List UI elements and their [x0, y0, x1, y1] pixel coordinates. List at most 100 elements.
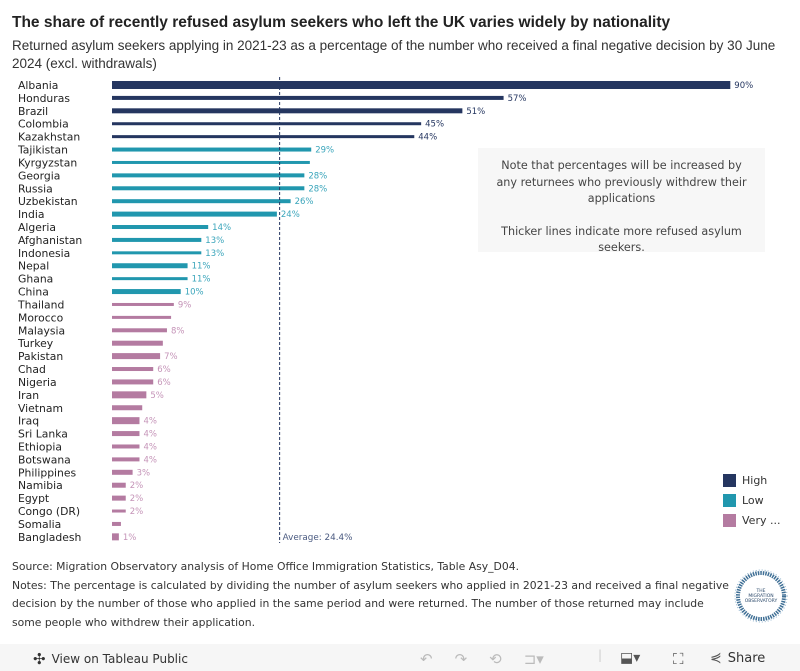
category-label: Philippines: [18, 466, 77, 479]
bar[interactable]: [112, 81, 731, 89]
data-label: 2%: [130, 507, 144, 517]
data-label: 6%: [157, 378, 171, 388]
data-label: 8%: [171, 326, 185, 336]
category-label: Uzbekistan: [18, 195, 78, 208]
category-label: Ghana: [18, 273, 53, 286]
bar[interactable]: [112, 251, 202, 255]
bar[interactable]: [112, 263, 188, 269]
bar[interactable]: [112, 405, 143, 411]
bar[interactable]: [112, 353, 161, 360]
data-label: 6%: [157, 365, 171, 375]
footer: Source: Migration Observatory analysis o…: [12, 558, 732, 632]
refresh-icon[interactable]: ⊐▾: [523, 650, 544, 668]
legend-item-high[interactable]: High: [723, 470, 780, 490]
category-label: Thailand: [17, 298, 64, 311]
bar[interactable]: [112, 521, 121, 526]
bar[interactable]: [112, 469, 133, 475]
category-label: Vietnam: [18, 402, 63, 415]
bar[interactable]: [112, 135, 415, 139]
download-button[interactable]: ⬓▾: [620, 650, 640, 666]
legend-label: High: [742, 473, 768, 487]
redo-icon[interactable]: ↷: [454, 650, 468, 668]
data-label: 13%: [205, 236, 224, 246]
category-label: Indonesia: [18, 247, 70, 260]
legend-item-low[interactable]: Low: [723, 490, 780, 510]
bar[interactable]: [112, 340, 163, 346]
data-label: 45%: [425, 120, 444, 130]
migration-observatory-logo: THE MIGRATION OBSERVATORY: [734, 569, 788, 623]
bar-chart: Albania 90% Honduras 57% Brazil 51% Colombia 45…: [17, 77, 753, 544]
category-label: Malaysia: [18, 324, 65, 337]
share-icon: ⋞: [710, 650, 722, 666]
fullscreen-button[interactable]: ⛶: [673, 650, 684, 668]
category-label: Chad: [18, 363, 46, 376]
category-label: Namibia: [18, 479, 63, 492]
bar[interactable]: [112, 95, 504, 100]
bar[interactable]: [112, 315, 172, 319]
data-label: 2%: [130, 494, 144, 504]
category-label: India: [18, 208, 45, 221]
data-label: 9%: [178, 300, 192, 310]
category-label: Kyrgyzstan: [18, 156, 77, 169]
bar[interactable]: [112, 277, 188, 281]
bar[interactable]: [112, 302, 174, 306]
category-label: Congo (DR): [18, 505, 80, 518]
category-label: Algeria: [18, 221, 56, 234]
category-label: Kazakhstan: [18, 131, 80, 144]
view-on-tableau-button[interactable]: ✣ View on Tableau Public: [33, 650, 188, 668]
data-label: 44%: [418, 133, 437, 143]
legend-swatch: [723, 493, 736, 507]
data-label: 24%: [281, 210, 300, 220]
data-label: 2%: [130, 481, 144, 491]
category-label: Bangladesh: [18, 531, 81, 544]
bar[interactable]: [112, 431, 140, 437]
bar[interactable]: [112, 482, 126, 488]
category-label: Georgia: [18, 169, 60, 182]
bar[interactable]: [112, 237, 202, 242]
bar[interactable]: [112, 108, 463, 114]
view-on-tableau-label: View on Tableau Public: [51, 652, 188, 666]
category-label: China: [18, 286, 49, 299]
share-button[interactable]: ⋞ Share: [710, 650, 765, 666]
revert-icon[interactable]: ⟲: [489, 650, 502, 668]
category-label: Egypt: [18, 492, 49, 505]
fullscreen-icon: ⛶: [673, 650, 684, 668]
bar[interactable]: [112, 509, 126, 513]
data-label: 11%: [192, 275, 211, 285]
bar[interactable]: [112, 391, 147, 399]
bar[interactable]: [112, 417, 140, 425]
data-label: 11%: [192, 262, 211, 272]
bar[interactable]: [112, 186, 305, 191]
data-label: 5%: [150, 391, 164, 401]
bar[interactable]: [112, 122, 422, 126]
category-label: Brazil: [18, 105, 48, 118]
bar[interactable]: [112, 147, 312, 152]
bar[interactable]: [112, 199, 291, 204]
bar[interactable]: [112, 444, 140, 449]
data-label: 10%: [185, 288, 204, 298]
category-label: Morocco: [18, 311, 64, 324]
download-icon: ⬓▾: [620, 650, 641, 666]
data-label: 1%: [123, 533, 136, 543]
bar[interactable]: [112, 328, 167, 333]
tableau-toolbar: ✣ View on Tableau Public ↶ ↷ ⟲ ⊐▾ | ⬓▾ ⛶…: [0, 644, 800, 671]
bar[interactable]: [112, 211, 277, 217]
data-label: 51%: [466, 107, 485, 117]
data-label: 26%: [295, 197, 314, 207]
bar[interactable]: [112, 533, 119, 541]
category-label: Turkey: [17, 337, 54, 350]
bar[interactable]: [112, 457, 140, 462]
bar[interactable]: [112, 173, 305, 178]
bar[interactable]: [112, 225, 209, 230]
data-label: 29%: [315, 146, 334, 156]
legend-label: Low: [742, 493, 764, 507]
note-text-2: Thicker lines indicate more refused asyl…: [501, 224, 742, 255]
undo-icon[interactable]: ↶: [420, 650, 433, 668]
bar[interactable]: [112, 495, 126, 501]
bar[interactable]: [112, 289, 181, 295]
category-label: Iraq: [18, 415, 39, 428]
bar[interactable]: [112, 367, 154, 372]
bar[interactable]: [112, 379, 154, 385]
legend-item-very-low[interactable]: Very ...: [723, 510, 780, 530]
bar[interactable]: [112, 160, 310, 164]
